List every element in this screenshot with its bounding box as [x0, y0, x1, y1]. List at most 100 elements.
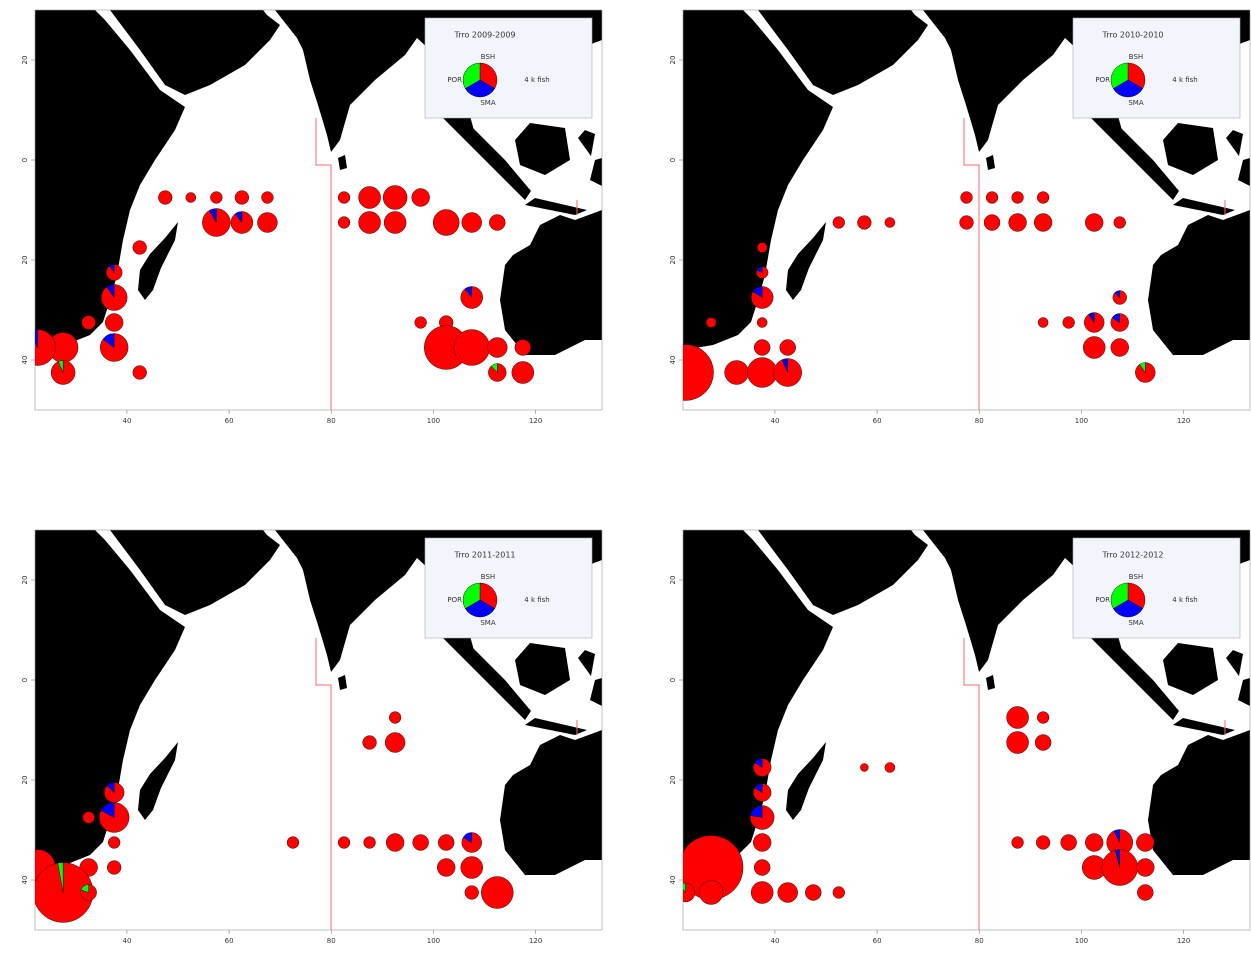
pie-slice — [752, 286, 763, 298]
pie-slice — [1113, 216, 1126, 229]
x-tick-label: 40 — [770, 417, 779, 425]
pie-slice — [1139, 362, 1146, 374]
legend-label: POR — [447, 596, 462, 604]
legend-slice — [1110, 62, 1129, 89]
pie-slice — [1006, 706, 1029, 729]
y-tick-label: 0 — [21, 158, 29, 162]
pie-slice — [1088, 312, 1095, 324]
pie-slice — [35, 862, 94, 923]
pie-slice — [132, 240, 147, 255]
x-tick-label: 80 — [975, 937, 984, 945]
plot-frame — [682, 9, 1251, 411]
pie-slice — [337, 216, 351, 229]
pie-slice — [234, 211, 243, 224]
pie-slice — [756, 317, 768, 328]
pie-slice — [80, 884, 97, 901]
pie-slice — [185, 192, 197, 203]
pie-slice — [384, 732, 406, 753]
bubbles — [35, 185, 535, 385]
pie-slice — [257, 212, 278, 233]
legend-slice — [465, 599, 495, 618]
legend-label: BSH — [1129, 53, 1143, 61]
pie-slice — [209, 208, 217, 224]
pie-slice — [683, 882, 686, 894]
legend-slice — [1113, 599, 1143, 618]
y-tick-label: 20 — [669, 56, 677, 65]
pie-slice — [461, 212, 482, 233]
y-tick-label: 20 — [669, 256, 677, 265]
pie-slice — [100, 802, 115, 818]
pie-slice — [1114, 290, 1120, 298]
pie-slice — [857, 215, 872, 230]
pie-slice — [1136, 858, 1155, 877]
legend-size-label: 4 k fish — [524, 76, 549, 84]
x-tick-label: 60 — [873, 417, 882, 425]
pie-slice — [481, 876, 514, 909]
pie-slice — [1137, 884, 1154, 901]
pie-slice — [81, 315, 96, 330]
pie-slice — [753, 758, 772, 777]
x-tick-label: 120 — [529, 417, 542, 425]
y-tick-label: 40 — [669, 876, 677, 885]
x-tick-label: 80 — [327, 417, 336, 425]
legend-slice — [465, 79, 495, 98]
legend-title: Trro 2012-2012 — [1101, 551, 1163, 560]
pie-slice — [358, 211, 381, 234]
pie-slice — [234, 190, 250, 205]
legend-slice — [462, 582, 481, 609]
pie-slice — [1034, 734, 1052, 751]
pie-slice — [363, 836, 376, 849]
pie-slice — [511, 361, 535, 384]
x-tick-label: 100 — [427, 937, 440, 945]
legend-label: SMA — [1128, 99, 1143, 107]
pie-slice — [460, 856, 483, 879]
map-panel: 40 60 80 100 120 20 0 20 40 Trro 2012-2012 BSH SMA P… — [669, 529, 1251, 945]
pie-slice — [1036, 711, 1050, 724]
legend-label: BSH — [481, 53, 495, 61]
pie-slice — [683, 344, 714, 401]
pie-slice — [1115, 849, 1120, 868]
pie-slice — [437, 858, 456, 877]
pie-slice — [779, 339, 796, 356]
pie-slice — [388, 711, 402, 724]
pie-slice — [860, 763, 869, 772]
pie-slice — [832, 216, 845, 229]
pie-slice — [414, 316, 427, 329]
pie-slice — [132, 365, 147, 380]
bubbles — [35, 711, 514, 923]
x-tick-label: 40 — [770, 937, 779, 945]
pie-slice — [753, 859, 771, 876]
pie-slice — [453, 329, 490, 366]
pie-slice — [698, 880, 724, 905]
legend-slice — [1127, 62, 1146, 89]
pie-slice — [1006, 731, 1029, 754]
pie-slice — [753, 833, 772, 852]
pie-slice — [382, 185, 408, 210]
pie-slice — [383, 211, 407, 234]
legend-box — [1072, 537, 1241, 639]
pie-slice — [1033, 213, 1053, 232]
legend-slice — [479, 62, 498, 89]
pie-slice — [724, 360, 749, 385]
y-tick-label: 20 — [21, 56, 29, 65]
pie-slice — [1110, 313, 1129, 332]
legend-size-label: 4 k fish — [524, 596, 549, 604]
pie-slice — [959, 215, 974, 230]
pie-slice — [756, 266, 763, 273]
y-tick-label: 0 — [669, 678, 677, 682]
y-tick-label: 40 — [21, 356, 29, 365]
y-tick-label: 20 — [21, 256, 29, 265]
y-tick-label: 20 — [669, 576, 677, 585]
pie-slice — [754, 758, 763, 768]
legend-label: SMA — [1128, 619, 1143, 627]
pie-slice — [57, 360, 64, 373]
pie-slice — [337, 191, 351, 204]
pie-slice — [1008, 213, 1027, 232]
pie-slice — [805, 884, 822, 901]
legend-slice — [1127, 582, 1146, 609]
pie-slice — [100, 333, 129, 362]
pie-slice — [464, 286, 472, 299]
x-tick-label: 40 — [122, 937, 131, 945]
pie-slice — [754, 783, 763, 793]
pie-slice — [490, 363, 498, 374]
